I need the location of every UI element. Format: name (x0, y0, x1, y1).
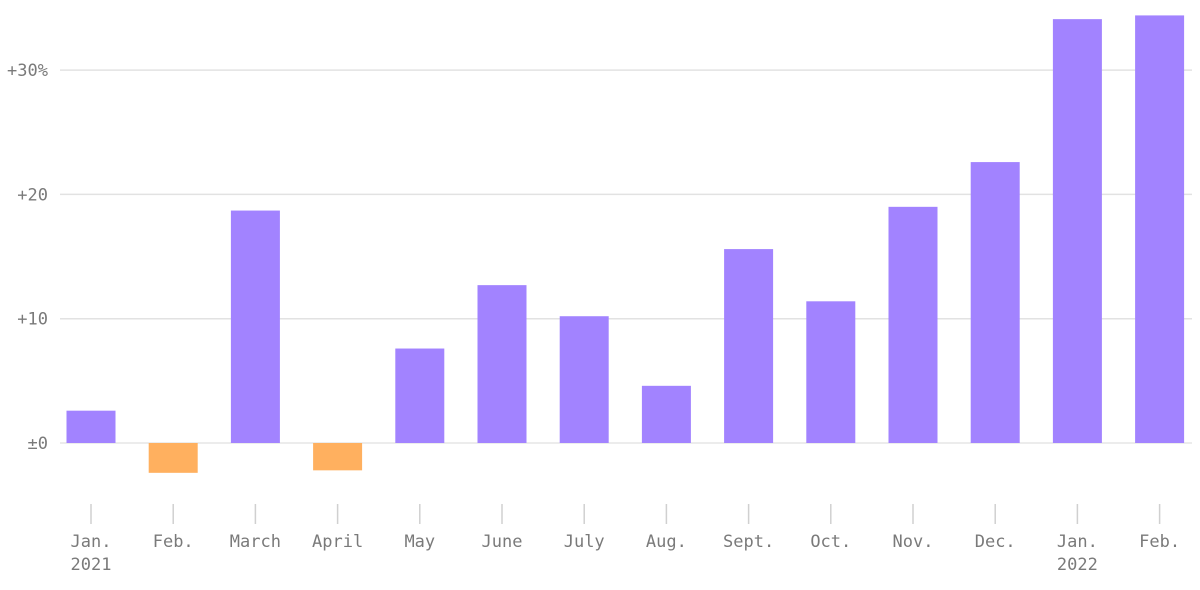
bar (230, 210, 280, 443)
bar (148, 443, 198, 473)
x-axis-ticks (90, 504, 1161, 524)
bar (559, 316, 609, 443)
x-tick-label: Jan. (71, 532, 112, 552)
x-tick-label: July (564, 532, 605, 552)
bar (477, 285, 527, 443)
x-axis-labels: Jan. 2021 Feb. March April May June July Aug. Sep… (71, 532, 1181, 575)
x-tick-label: Aug. (646, 532, 687, 552)
x-tick-label: Jan. (1057, 532, 1098, 552)
x-tick-label: April (312, 532, 363, 552)
bar (806, 301, 856, 443)
x-tick-label: Oct. (810, 532, 851, 552)
y-tick-label: ±0 (28, 434, 48, 454)
bar (641, 385, 691, 443)
bar (313, 443, 363, 471)
x-tick-label: June (482, 532, 523, 552)
bar (1135, 15, 1185, 444)
bar (724, 249, 774, 443)
x-year-label: 2022 (1057, 555, 1098, 575)
bar (395, 348, 445, 443)
bar (888, 206, 938, 443)
bar (970, 162, 1020, 443)
x-tick-label: Feb. (153, 532, 194, 552)
x-tick-label: Nov. (893, 532, 934, 552)
x-tick-label: Feb. (1139, 532, 1180, 552)
x-tick-label: May (404, 532, 435, 552)
gridlines (60, 69, 1192, 444)
bars (66, 15, 1185, 473)
y-tick-label: +20 (17, 185, 48, 205)
y-axis-labels: ±0 +10 +20 +30% (7, 61, 48, 454)
x-tick-label: Sept. (723, 532, 774, 552)
x-tick-label: March (230, 532, 281, 552)
x-year-label: 2021 (71, 555, 112, 575)
bar (66, 410, 116, 443)
bar (1052, 19, 1102, 444)
y-tick-label: +30% (7, 61, 48, 81)
x-tick-label: Dec. (975, 532, 1016, 552)
y-tick-label: +10 (17, 310, 48, 330)
